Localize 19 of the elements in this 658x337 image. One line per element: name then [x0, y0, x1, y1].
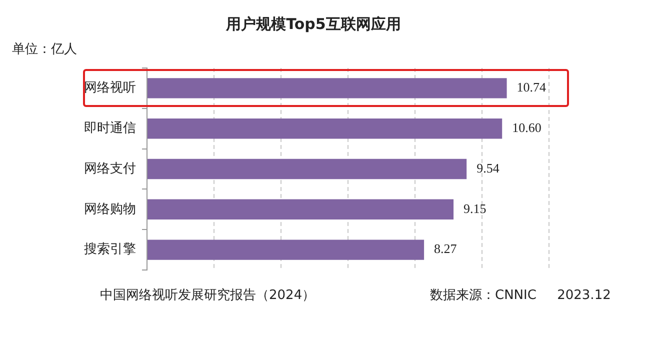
source-note: 数据来源：CNNIC 2023.12	[430, 287, 611, 304]
y-tick-label: 网络购物	[84, 202, 136, 217]
data-label: 10.74	[516, 80, 547, 95]
chart-title: 用户规模Top5互联网应用	[225, 14, 401, 33]
bar	[148, 158, 467, 180]
text: 单位：亿人	[12, 41, 77, 58]
data-label: 9.15	[464, 200, 486, 216]
bar	[148, 78, 507, 98]
y-tick-label: 网络支付	[84, 161, 136, 176]
data-label: 8.27	[434, 241, 458, 256]
y-tick-label: 搜索引擎	[84, 242, 136, 258]
text: 中国网络视听发展研究报告（2024）	[100, 287, 316, 304]
data-label: 9.54	[476, 160, 500, 176]
bar	[148, 240, 424, 260]
data-label: 10.60	[512, 120, 542, 136]
y-tick-label: 即时通信	[84, 120, 136, 136]
bar	[148, 118, 502, 139]
bar	[148, 199, 454, 220]
y-tick-label: 网络视听	[84, 80, 136, 96]
